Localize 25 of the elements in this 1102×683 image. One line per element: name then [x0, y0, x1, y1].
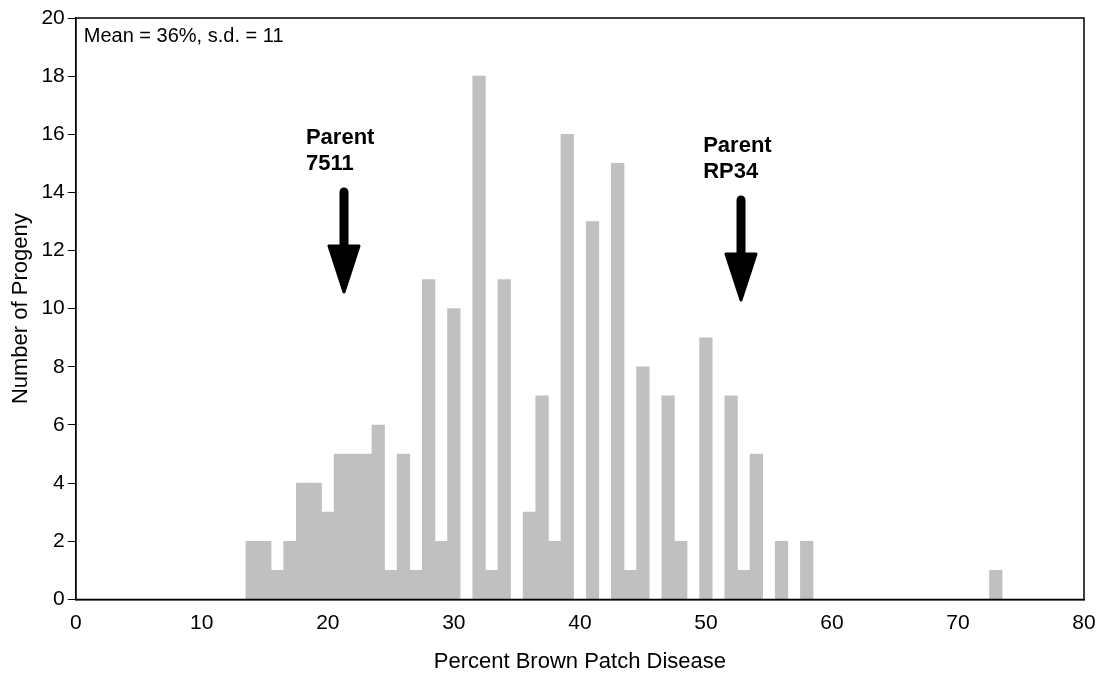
y-tick-label: 2: [53, 528, 65, 552]
y-tick-label: 16: [41, 121, 65, 145]
x-tick-label: 70: [946, 609, 970, 633]
x-tick-label: 10: [190, 609, 214, 633]
y-tick-label: 18: [41, 62, 65, 86]
y-tick-label: 8: [53, 353, 65, 377]
x-tick-label: 40: [568, 609, 592, 633]
x-axis-title: Percent Brown Patch Disease: [433, 647, 727, 673]
x-tick-label: 0: [69, 609, 82, 633]
y-tick-label: 6: [53, 411, 65, 435]
y-tick-label: 10: [41, 295, 65, 319]
x-tick-label: 30: [442, 609, 466, 633]
y-tick-label: 12: [41, 237, 65, 261]
x-tick-label: 20: [316, 609, 340, 633]
annotation: Parent RP34: [703, 131, 773, 183]
y-tick-label: 4: [53, 469, 66, 493]
y-tick-label: 14: [41, 179, 66, 203]
x-tick-label: 50: [694, 609, 718, 633]
y-axis-title: Number of Progeny: [7, 213, 33, 405]
y-tick-label: 0: [53, 586, 65, 610]
x-tick-label: 60: [820, 609, 844, 633]
annotation: Parent 7511: [305, 124, 376, 176]
annotation: Mean = 36%, s.d. = 11: [83, 23, 284, 46]
y-tick-label: 20: [41, 4, 65, 28]
x-tick-label: 80: [1072, 609, 1096, 633]
